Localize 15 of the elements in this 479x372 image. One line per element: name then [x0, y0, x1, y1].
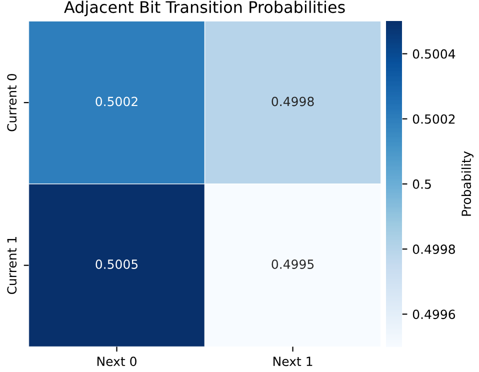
y-tick-label: Current 1 [7, 237, 17, 294]
data-label: 0.5005 [96, 260, 138, 269]
color-bar-label: 0.4996 [412, 310, 456, 320]
chart-title: Adjacent Bit Transition Probabilities [64, 0, 345, 16]
data-label: 0.4995 [272, 260, 314, 269]
y-tick-label: Current 0 [7, 74, 17, 132]
color-bar-label: 0.4998 [412, 244, 455, 254]
x-tick-label: Next 0 [97, 356, 136, 366]
color-bar-label: 0.5002 [412, 114, 455, 124]
data-label: 0.4998 [272, 96, 314, 106]
color-bar-title: Probability [461, 151, 474, 216]
color-bar-label: 0.5 [412, 179, 431, 189]
x-tick-label: Next 1 [273, 356, 312, 366]
color-bar-label: 0.5004 [412, 49, 456, 59]
data-label: 0.5002 [96, 96, 138, 106]
